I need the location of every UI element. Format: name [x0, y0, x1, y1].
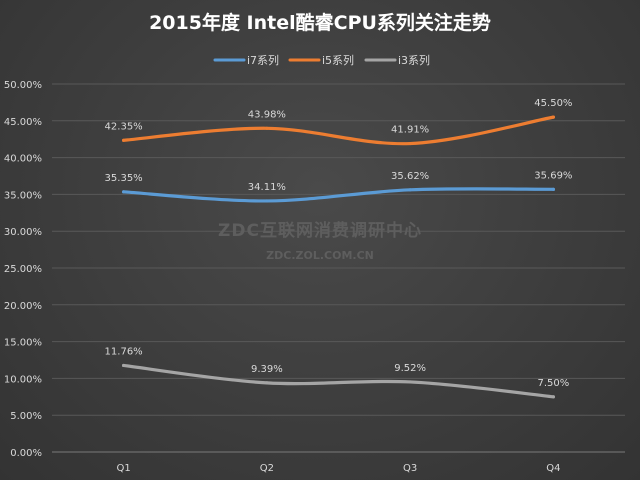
y-tick-label: 30.00% [4, 227, 42, 238]
y-tick-label: 35.00% [4, 190, 42, 201]
series-line-2 [122, 115, 555, 146]
data-label: 41.91% [391, 125, 429, 136]
data-point [265, 381, 269, 385]
y-tick-label: 50.00% [4, 80, 42, 91]
series-line-3 [122, 363, 555, 399]
data-label: 35.62% [391, 171, 429, 182]
x-tick-label: Q2 [260, 463, 274, 474]
x-tick-label: Q1 [117, 463, 131, 474]
watermark-title: ZDC互联网消费调研中心 [218, 220, 422, 241]
data-point [551, 395, 555, 399]
data-label: 9.39% [251, 364, 283, 375]
y-tick-label: 45.00% [4, 117, 42, 128]
chart-title: 2015年度 Intel酷睿CPU系列关注走势 [149, 11, 491, 34]
data-label: 9.52% [394, 363, 426, 374]
data-point [265, 126, 269, 130]
data-point [408, 188, 412, 192]
y-tick-label: 40.00% [4, 154, 42, 165]
legend-item-i5[interactable]: i5系列 [288, 53, 354, 67]
legend-label-i7: i7系列 [247, 53, 279, 67]
x-axis-ticks: Q1 Q2 Q3 Q4 [117, 463, 561, 474]
x-tick-label: Q4 [546, 463, 560, 474]
series-line-1 [122, 187, 555, 203]
data-label: 11.76% [105, 346, 143, 357]
data-label: 34.11% [248, 182, 286, 193]
data-label: 7.50% [537, 378, 569, 389]
data-label: 35.35% [105, 173, 143, 184]
data-point [265, 199, 269, 203]
y-axis-ticks: 0.00% 5.00% 10.00% 15.00% 20.00% 25.00% 30.00%… [4, 80, 42, 459]
y-tick-label: 15.00% [4, 338, 42, 349]
data-labels: 35.35% 34.11% 35.62% 35.69% 42.35% 43.98% 41.9… [105, 98, 573, 389]
data-point [551, 187, 555, 191]
data-label: 45.50% [534, 98, 572, 109]
watermark-url: ZDC.ZOL.COM.CN [266, 249, 374, 262]
data-label: 35.69% [534, 170, 572, 181]
y-tick-label: 25.00% [4, 264, 42, 275]
data-point [122, 138, 126, 142]
y-tick-label: 10.00% [4, 374, 42, 385]
series-lines [122, 115, 555, 399]
data-point [408, 380, 412, 384]
legend-item-i7[interactable]: i7系列 [213, 53, 279, 67]
legend: i7系列 i5系列 i3系列 [213, 53, 430, 67]
watermark: ZDC互联网消费调研中心 ZDC.ZOL.COM.CN [218, 220, 422, 262]
data-point [408, 141, 412, 146]
y-tick-label: 20.00% [4, 301, 42, 312]
data-label: 42.35% [105, 121, 143, 132]
legend-label-i3: i3系列 [398, 53, 430, 67]
data-label: 43.98% [248, 109, 286, 120]
y-tick-label: 0.00% [10, 448, 42, 459]
legend-label-i5: i5系列 [322, 53, 354, 67]
data-point [551, 115, 555, 119]
data-point [122, 363, 126, 368]
legend-item-i3[interactable]: i3系列 [364, 53, 430, 67]
y-tick-label: 5.00% [10, 411, 42, 422]
data-point [122, 190, 126, 194]
x-tick-label: Q3 [403, 463, 417, 474]
